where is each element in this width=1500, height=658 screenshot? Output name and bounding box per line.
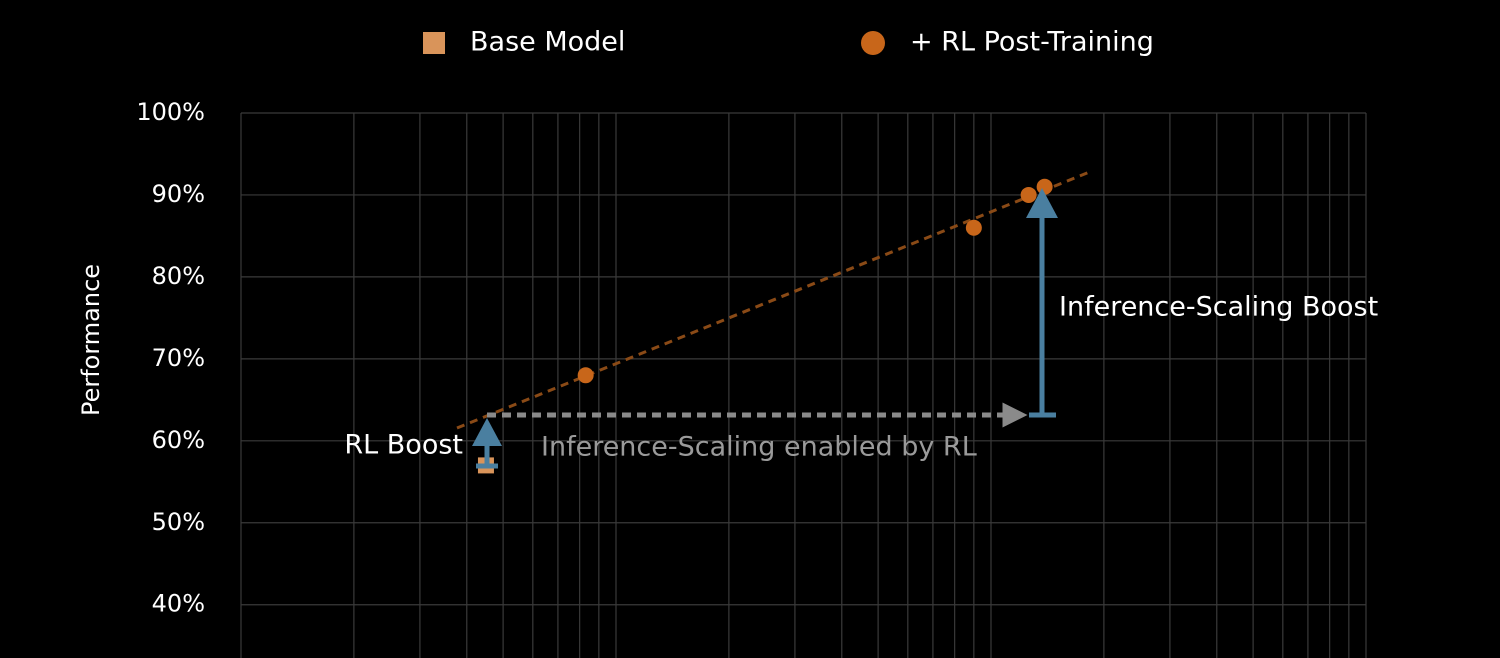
annotation: Inference-Scaling enabled by RL [541, 432, 977, 463]
inference-boost-arrow [1026, 188, 1058, 418]
legend-marker [861, 31, 885, 55]
point [577, 367, 594, 384]
rl-boost-arrow [472, 418, 502, 469]
marks [477, 178, 1053, 474]
annotation: RL Boost [344, 430, 463, 461]
grid [240, 112, 1367, 658]
point [1020, 186, 1037, 203]
y-tick-label: 60% [152, 426, 205, 454]
legend-marker [423, 32, 445, 54]
y-tick-label: 70% [152, 344, 205, 372]
legend: Base Model + RL Post-Training [423, 27, 1154, 58]
annotation: Inference-Scaling Boost [1059, 292, 1378, 323]
y-tick-label: 90% [152, 180, 205, 208]
y-tick-label: 100% [136, 98, 205, 126]
legend-label: + RL Post-Training [910, 27, 1154, 58]
legend-label: Base Model [470, 27, 625, 58]
point [1036, 178, 1053, 195]
y-axis-label: Performance [77, 264, 105, 416]
y-tick-label: 80% [152, 262, 205, 290]
point [965, 219, 982, 236]
y-tick-label: 40% [152, 590, 205, 618]
trend-line [456, 169, 1093, 430]
y-tick-label: 50% [152, 508, 205, 536]
